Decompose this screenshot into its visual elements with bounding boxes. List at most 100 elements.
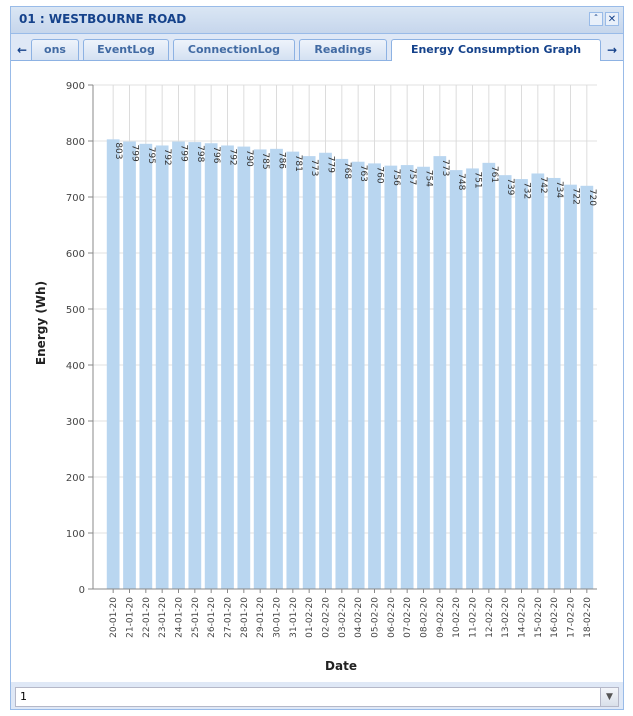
y-axis-label: Energy (Wh) [34,281,48,365]
bar-value-label: 734 [554,181,564,198]
tab-strip: ← ons EventLog ConnectionLog Readings En… [11,34,623,61]
x-tick-label: 01-02-20 [305,597,315,638]
bar-value-label: 739 [505,178,515,195]
bar-value-label: 761 [489,166,499,183]
bar[interactable] [564,184,577,589]
bar[interactable] [237,146,251,589]
bar[interactable] [433,156,447,589]
window-titlebar: 01 : WESTBOURNE ROAD ˆ ✕ [11,7,623,34]
x-tick-label: 31-01-20 [289,597,299,638]
bar[interactable] [482,162,496,589]
bar-value-label: 773 [440,159,450,176]
bar[interactable] [123,141,136,589]
bar-value-label: 742 [538,176,548,193]
bar[interactable] [270,148,283,589]
y-tick-label: 200 [66,473,85,484]
tab-label: Readings [314,43,372,56]
y-tick-label: 100 [66,529,85,540]
y-tick-label: 700 [66,193,85,204]
bar-value-label: 785 [260,152,270,169]
bar-value-label: 795 [146,147,156,164]
bar[interactable] [286,151,300,589]
bar-value-label: 803 [113,142,123,159]
arrow-left-icon[interactable]: ← [16,43,28,57]
x-tick-label: 27-01-20 [224,597,234,638]
x-tick-label: 17-02-20 [567,597,577,638]
bar[interactable] [106,139,120,589]
bar[interactable] [384,165,398,589]
bar-value-label: 773 [309,159,319,176]
bar[interactable] [221,145,234,589]
x-tick-label: 25-01-20 [191,597,201,638]
bar[interactable] [515,179,528,589]
bar[interactable] [580,185,594,590]
x-tick-label: 20-01-20 [109,597,119,638]
close-icon[interactable]: ✕ [605,12,619,26]
bar[interactable] [204,143,218,589]
tab-connectionlog[interactable]: ConnectionLog [173,39,295,60]
bar[interactable] [400,165,414,589]
x-tick-label: 30-01-20 [273,597,283,638]
bar[interactable] [498,175,512,589]
bar[interactable] [172,141,185,589]
arrow-right-icon[interactable]: → [606,43,618,57]
page-select[interactable]: 1 ▼ [15,687,619,707]
bar[interactable] [253,149,267,589]
bar[interactable] [319,152,332,589]
x-tick-label: 15-02-20 [534,597,544,638]
bar-value-label: 756 [391,169,401,186]
bar-value-label: 754 [424,170,434,187]
x-tick-label: 23-01-20 [158,597,168,638]
x-tick-label: 04-02-20 [354,597,364,638]
x-tick-label: 09-02-20 [436,597,446,638]
chart-area: 0 100 200 300 400 500 600 700 800 900 803 20-01-20 7… [11,61,623,682]
tab-options[interactable]: ons [31,39,79,60]
x-tick-label: 05-02-20 [371,597,381,638]
bar-value-label: 720 [587,189,597,206]
x-tick-label: 29-01-20 [256,597,266,638]
y-tick-label: 600 [66,249,85,260]
page-select-value: 1 [20,690,27,703]
tab-energy-consumption-graph[interactable]: Energy Consumption Graph [391,39,601,61]
y-tick-label: 400 [66,361,85,372]
bar-value-label: 798 [195,145,205,162]
bar-value-label: 790 [244,150,254,167]
bar[interactable] [188,142,202,589]
x-tick-label: 03-02-20 [338,597,348,638]
energy-bar-chart: 0 100 200 300 400 500 600 700 800 900 803 20-01-20 7… [34,81,597,673]
y-tick-label: 0 [79,585,85,596]
bar[interactable] [531,173,545,589]
x-tick-label: 21-01-20 [126,597,136,638]
chevron-down-icon[interactable]: ▼ [600,688,618,706]
x-tick-label: 08-02-20 [420,597,430,638]
bar[interactable] [417,166,430,589]
bar[interactable] [547,177,561,589]
bar-value-label: 792 [162,148,172,165]
bar[interactable] [466,168,479,589]
bar-value-label: 751 [473,171,483,188]
y-tick-label: 500 [66,305,85,316]
bar[interactable] [155,145,169,589]
double-chevron-up-icon[interactable]: ˆ [589,12,603,26]
bar-value-label: 763 [358,165,368,182]
bar-value-label: 796 [211,146,221,163]
bar-value-label: 799 [130,145,140,162]
bar[interactable] [351,161,365,589]
x-tick-label: 13-02-20 [501,597,511,638]
bar-value-label: 786 [277,152,287,169]
bar[interactable] [449,170,463,589]
tab-readings[interactable]: Readings [299,39,387,60]
tab-eventlog[interactable]: EventLog [83,39,169,60]
tab-label: ons [44,43,66,56]
x-tick-label: 12-02-20 [485,597,495,638]
bar-value-label: 760 [375,166,385,183]
x-tick-label: 18-02-20 [583,597,593,638]
bar[interactable] [139,143,153,590]
bar[interactable] [368,163,381,589]
bar[interactable] [302,156,316,589]
tab-label: Energy Consumption Graph [410,43,582,56]
tab-label: ConnectionLog [187,43,281,56]
x-tick-label: 14-02-20 [518,597,528,638]
x-tick-label: 11-02-20 [469,597,479,638]
bar[interactable] [335,158,349,590]
